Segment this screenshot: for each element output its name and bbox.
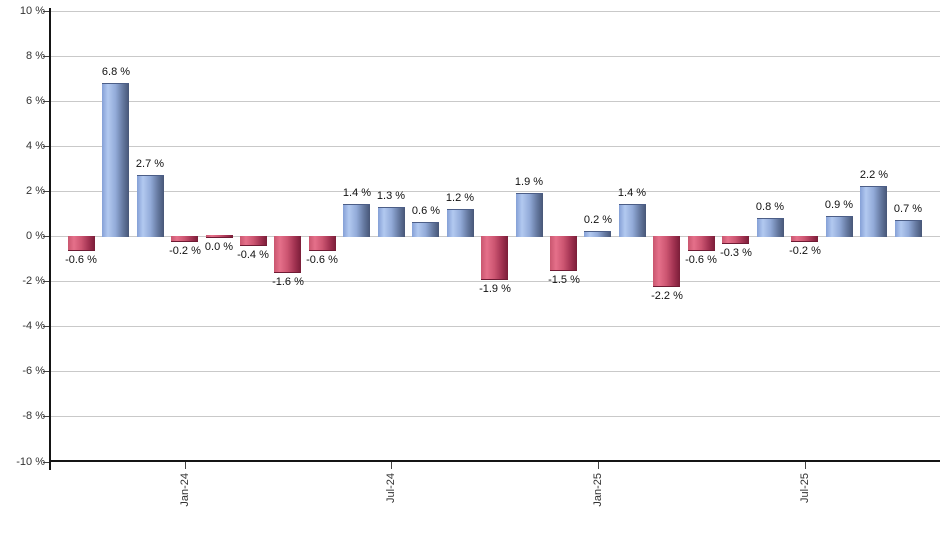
y-tick-label: 4 % [26, 140, 45, 152]
bar-value-label: -0.6 % [65, 254, 97, 266]
bar [584, 231, 611, 237]
bar [826, 216, 853, 237]
bar [619, 204, 646, 237]
y-gridline [51, 281, 940, 282]
bar [68, 236, 95, 251]
x-tick-mark [185, 462, 186, 469]
bar-value-label: -0.3 % [720, 247, 752, 259]
y-gridline [51, 191, 940, 192]
y-gridline [51, 416, 940, 417]
y-tick-label: 10 % [19, 5, 45, 17]
bar-value-label: -1.5 % [548, 274, 580, 286]
y-tick-mark [43, 56, 49, 57]
bar-value-label: 2.2 % [859, 169, 889, 181]
bar-value-label: 0.9 % [824, 199, 854, 211]
x-tick-label: Jul-24 [385, 473, 397, 503]
bar-value-label: 0.7 % [893, 203, 923, 215]
y-tick-label: 2 % [26, 185, 45, 197]
bar-value-label: -1.6 % [272, 276, 304, 288]
y-tick-label: -6 % [22, 365, 45, 377]
bar [447, 209, 474, 237]
bar-value-label: -2.2 % [651, 290, 683, 302]
x-tick-label: Jul-25 [799, 473, 811, 503]
bar-value-label: -0.2 % [789, 245, 821, 257]
bar-value-label: 1.3 % [376, 190, 406, 202]
bar [653, 236, 680, 287]
bar-value-label: 1.9 % [514, 176, 544, 188]
x-tick-mark [598, 462, 599, 469]
y-tick-label: 0 % [26, 230, 45, 242]
y-gridline [51, 371, 940, 372]
bar [722, 236, 749, 244]
y-gridline [51, 146, 940, 147]
y-tick-label: 6 % [26, 95, 45, 107]
bar-value-label: 1.4 % [617, 187, 647, 199]
y-gridline [51, 56, 940, 57]
bar [550, 236, 577, 271]
bar [688, 236, 715, 251]
bar [481, 236, 508, 280]
bar [102, 83, 129, 237]
bar-value-label: -0.6 % [685, 254, 717, 266]
bar-value-label: -0.2 % [169, 245, 201, 257]
y-tick-mark [43, 11, 49, 12]
y-tick-mark [43, 236, 49, 237]
x-tick-label: Jan-25 [592, 473, 604, 507]
y-tick-mark [43, 371, 49, 372]
y-tick-mark [43, 191, 49, 192]
bar-value-label: 0.6 % [411, 205, 441, 217]
bar [412, 222, 439, 237]
y-tick-label: -2 % [22, 275, 45, 287]
y-tick-label: -8 % [22, 410, 45, 422]
y-gridline [51, 101, 940, 102]
y-tick-label: -10 % [16, 456, 45, 468]
y-tick-mark [43, 462, 49, 463]
y-tick-mark [43, 416, 49, 417]
bar [791, 236, 818, 242]
bar [137, 175, 164, 237]
x-tick-mark [805, 462, 806, 469]
bar [378, 207, 405, 237]
bar-value-label: 6.8 % [101, 66, 131, 78]
bar-value-label: 0.2 % [583, 214, 613, 226]
bar [895, 220, 922, 237]
bar-value-label: 0.0 % [204, 241, 234, 253]
bar-value-label: 2.7 % [135, 158, 165, 170]
bar [860, 186, 887, 237]
x-tick-mark [391, 462, 392, 469]
y-tick-mark [43, 326, 49, 327]
bar [171, 236, 198, 242]
bar-value-label: -0.6 % [306, 254, 338, 266]
y-axis-line [49, 8, 51, 470]
y-gridline [51, 326, 940, 327]
x-axis-line [49, 460, 940, 462]
bar-value-label: -1.9 % [479, 283, 511, 295]
bar-value-label: 0.8 % [755, 201, 785, 213]
bar [274, 236, 301, 273]
bar [516, 193, 543, 237]
bar-value-label: 1.2 % [445, 192, 475, 204]
bar-value-label: -0.4 % [237, 249, 269, 261]
x-tick-label: Jan-24 [179, 473, 191, 507]
bar-value-label: 1.4 % [342, 187, 372, 199]
y-tick-mark [43, 101, 49, 102]
y-tick-mark [43, 281, 49, 282]
y-tick-label: 8 % [26, 50, 45, 62]
bar [343, 204, 370, 237]
bar [309, 236, 336, 251]
bar [206, 235, 233, 238]
bar [757, 218, 784, 237]
y-tick-mark [43, 146, 49, 147]
y-tick-label: -4 % [22, 320, 45, 332]
y-gridline [51, 11, 940, 12]
bar [240, 236, 267, 246]
